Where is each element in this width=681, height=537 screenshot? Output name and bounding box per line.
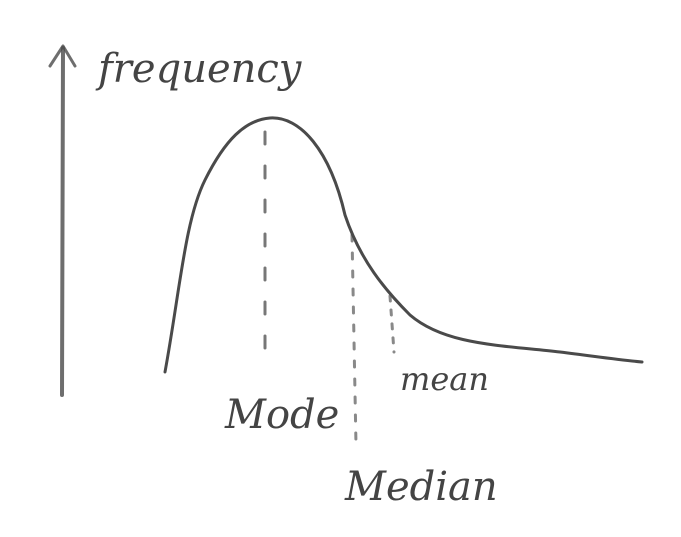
median-line xyxy=(350,233,358,447)
mode-label: Mode xyxy=(224,392,339,438)
median-label: Median xyxy=(344,464,498,510)
mean-label: mean xyxy=(400,360,489,398)
mean-line xyxy=(388,294,396,354)
y-axis-arrow xyxy=(48,44,77,68)
y-axis xyxy=(60,46,65,397)
axis-label: frequency xyxy=(95,46,303,92)
distribution-curve xyxy=(163,116,644,374)
